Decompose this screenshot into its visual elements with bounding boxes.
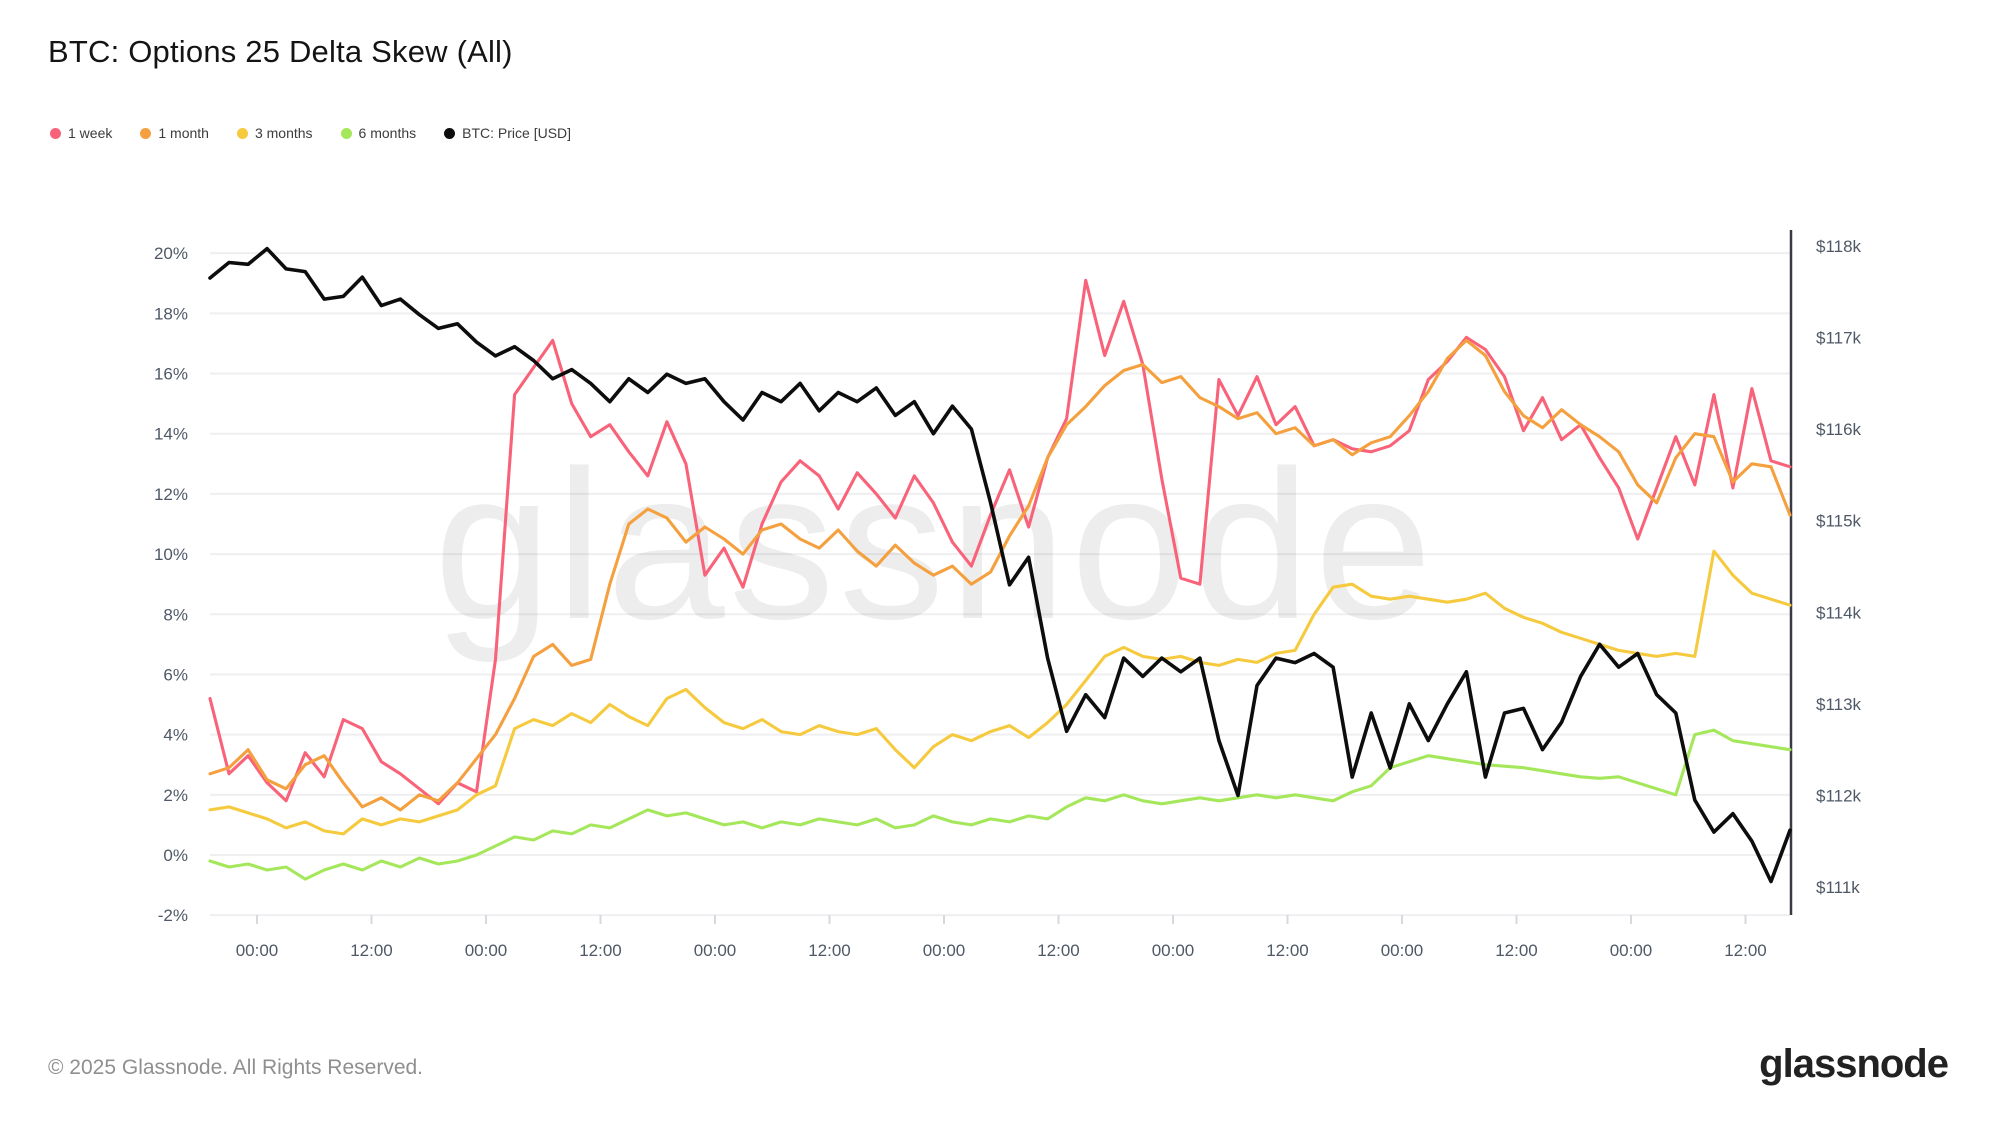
legend-item-btc-price-usd-[interactable]: BTC: Price [USD] [444, 125, 571, 141]
series-line-1-month [208, 338, 1792, 812]
legend-item-6-months[interactable]: 6 months [340, 125, 417, 141]
left-axis-tick-label: 18% [154, 304, 188, 323]
legend-label: BTC: Price [USD] [462, 125, 572, 141]
x-axis-tick-label: 12:00 [1495, 941, 1538, 960]
series-line-6-months [208, 728, 1792, 881]
legend-label: 3 months [254, 125, 313, 141]
left-axis-tick-label: 10% [154, 545, 188, 564]
legend-dot-icon [340, 127, 352, 139]
right-axis-tick-label: $115k [1816, 512, 1862, 531]
left-axis-tick-label: 20% [154, 244, 188, 263]
x-axis-tick-label: 00:00 [1610, 941, 1653, 960]
x-axis-tick-label: 12:00 [1037, 941, 1080, 960]
left-axis-tick-label: 0% [163, 846, 188, 865]
legend-dot-icon [444, 127, 456, 139]
right-axis-tick-label: $111k [1816, 878, 1860, 897]
legend-dot-icon [236, 127, 248, 139]
copyright-text: © 2025 Glassnode. All Rights Reserved. [48, 1056, 424, 1079]
left-axis-tick-label: -2% [158, 906, 188, 925]
x-axis-tick-label: 00:00 [694, 941, 737, 960]
left-axis-tick-label: 14% [154, 425, 188, 444]
left-axis-tick-label: 16% [154, 365, 188, 384]
left-axis-tick-label: 4% [163, 726, 188, 745]
x-axis-tick-label: 00:00 [923, 941, 966, 960]
glassnode-logo: glassnode [1759, 1042, 1949, 1086]
right-axis-tick-label: $113k [1816, 695, 1862, 714]
left-axis-tick-label: 12% [154, 485, 188, 504]
legend-label: 1 month [158, 125, 209, 141]
series-line-1-week [208, 278, 1792, 806]
x-axis-tick-label: 12:00 [579, 941, 622, 960]
watermark-text: glassnode [434, 426, 1437, 663]
right-axis-tick-label: $117k [1816, 329, 1862, 348]
left-axis-tick-label: 2% [163, 786, 188, 805]
x-axis-tick-label: 00:00 [1381, 941, 1424, 960]
right-axis-tick-label: $118k [1816, 237, 1862, 256]
x-axis-tick-label: 12:00 [1266, 941, 1309, 960]
left-axis-tick-label: 6% [163, 665, 188, 684]
legend-item-3-months[interactable]: 3 months [236, 125, 313, 141]
legend-item-1-month[interactable]: 1 month [140, 125, 209, 141]
x-axis-tick-label: 12:00 [1724, 941, 1767, 960]
right-axis-tick-label: $116k [1816, 420, 1862, 439]
x-axis-tick-label: 12:00 [350, 941, 393, 960]
legend-item-1-week[interactable]: 1 week [50, 125, 112, 141]
x-axis-tick-label: 00:00 [1152, 941, 1195, 960]
x-axis-tick-label: 12:00 [808, 941, 851, 960]
x-axis-tick-label: 00:00 [236, 941, 279, 960]
series-line-btc-price-usd- [208, 246, 1792, 884]
right-axis-tick-label: $112k [1816, 786, 1862, 805]
legend-label: 6 months [358, 125, 417, 141]
right-axis-tick-label: $114k [1816, 603, 1862, 622]
left-axis-tick-label: 8% [163, 605, 188, 624]
chart-legend: 1 week 1 month 3 months 6 months BTC: Price … [50, 125, 571, 141]
legend-label: 1 week [68, 125, 113, 141]
x-axis-tick-label: 00:00 [465, 941, 508, 960]
page-title: BTC: Options 25 Delta Skew (All) [48, 34, 513, 69]
legend-dot-icon [50, 127, 61, 139]
series-line-3-months [208, 549, 1792, 836]
legend-dot-icon [140, 127, 152, 139]
